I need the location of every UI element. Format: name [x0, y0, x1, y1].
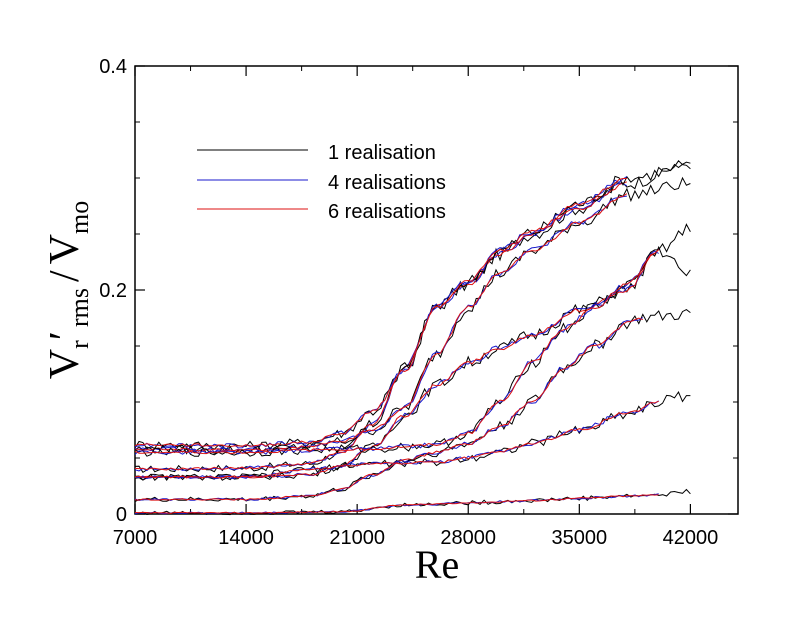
series-line-6-realisations — [134, 193, 628, 452]
series-line-4-realisations — [134, 317, 644, 502]
series-line-1-realisation — [134, 223, 691, 481]
x-axis-title: Re — [415, 542, 459, 587]
y-axis-denom: V — [42, 234, 88, 264]
series-line-6-realisations — [134, 178, 627, 448]
plot-frame — [134, 65, 739, 515]
series-line-4-realisations — [134, 250, 659, 455]
series-line-1-realisation — [134, 390, 691, 481]
y-axis-title: Vr′ rms / Vmo — [42, 201, 94, 379]
y-tick-label: 0.4 — [99, 56, 127, 78]
x-tick-label: 28000 — [440, 527, 496, 549]
x-tick-label: 35000 — [552, 527, 608, 549]
y-axis-slash: / — [42, 270, 88, 282]
y-axis-sub-mo: mo — [65, 201, 94, 234]
legend-label-4: 4 realisations — [328, 172, 446, 194]
series-line-6-realisations — [134, 249, 660, 479]
x-tick-label: 7000 — [113, 527, 158, 549]
y-tick-label: 0 — [116, 504, 127, 526]
x-tick-label: 14000 — [218, 527, 274, 549]
series-line-4-realisations — [134, 400, 659, 480]
series-line-4-realisations — [134, 248, 660, 480]
y-axis-sub-r: r — [65, 340, 94, 349]
series-line-6-realisations — [134, 494, 659, 514]
x-tick-label: 21000 — [329, 527, 385, 549]
y-axis-sub-rms: rms — [65, 288, 94, 327]
tick-labels: 7000 14000 21000 28000 35000 42000 0 0.2 0.4 — [99, 56, 718, 549]
series-line-1-realisation — [134, 161, 691, 451]
y-axis-main: V — [42, 349, 88, 379]
series-group — [134, 160, 691, 516]
series-line-1-realisation — [134, 245, 691, 457]
x-tick-label: 42000 — [663, 527, 719, 549]
series-line-6-realisations — [134, 400, 659, 479]
y-tick-label: 0.2 — [99, 280, 127, 302]
series-line-4-realisations — [134, 493, 659, 515]
series-line-4-realisations — [134, 195, 627, 453]
legend-label-1: 1 realisation — [328, 142, 436, 164]
series-line-6-realisations — [134, 317, 643, 501]
legend: 1 realisation 4 realisations 6 realisati… — [197, 142, 446, 223]
svg-text:Vr′rms/Vmo: Vr′ rms / Vmo — [42, 201, 94, 379]
y-axis-prime: ′ — [42, 331, 88, 340]
axes — [134, 65, 739, 515]
legend-label-6: 6 realisations — [328, 201, 446, 223]
series-line-6-realisations — [134, 249, 660, 455]
